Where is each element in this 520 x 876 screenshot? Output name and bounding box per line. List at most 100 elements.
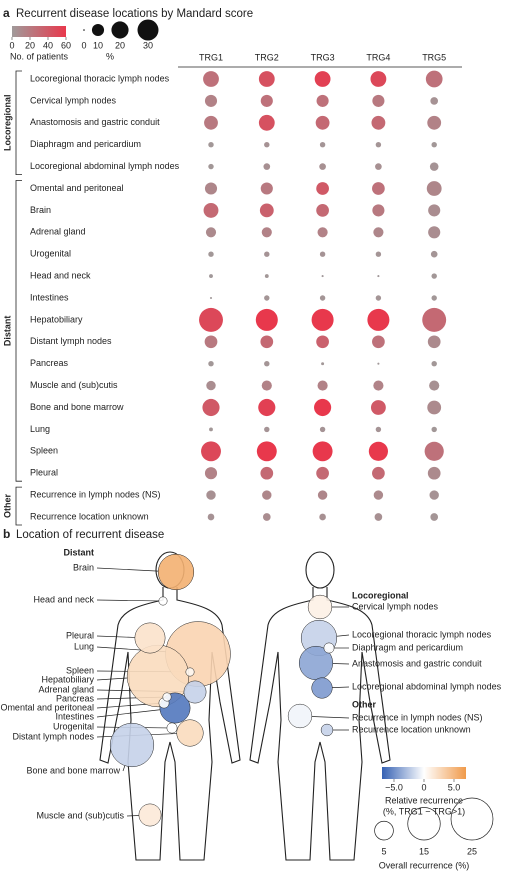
row-label: Locoregional abdominal lymph nodes xyxy=(30,161,180,171)
column-label: TRG5 xyxy=(422,52,446,62)
bubble xyxy=(422,307,447,332)
size-key xyxy=(83,29,85,31)
location-bubble xyxy=(138,803,162,827)
leader-line xyxy=(96,709,160,718)
bubble xyxy=(316,94,329,107)
bubble xyxy=(425,70,443,88)
leader-line xyxy=(96,567,159,572)
bubble xyxy=(316,182,329,195)
color-legend-title: (%, TRG1 − TRG>1) xyxy=(383,806,465,816)
row-label: Anastomosis and gastric conduit xyxy=(30,117,160,127)
size-key xyxy=(450,797,494,841)
group-bracket xyxy=(15,180,22,482)
bubble xyxy=(315,115,330,130)
bubble xyxy=(375,295,382,301)
bubble xyxy=(260,182,273,195)
group-label: Other xyxy=(2,494,12,519)
bubble xyxy=(372,204,385,217)
bubble xyxy=(311,308,334,331)
bubble xyxy=(431,426,437,433)
row-label: Diaphragm and pericardium xyxy=(30,139,141,149)
bubble xyxy=(375,251,382,257)
bubble xyxy=(205,227,217,238)
group-label: Locoregional xyxy=(2,95,12,152)
row-label: Hepatobiliary xyxy=(30,314,83,324)
leader-line xyxy=(96,677,128,681)
color-tick-label: 40 xyxy=(43,40,53,50)
location-bubble xyxy=(311,677,333,699)
bubble xyxy=(204,115,218,130)
group-heading: Distant xyxy=(63,547,94,557)
color-legend-title: Relative recurrence xyxy=(385,795,463,805)
location-label: Pancreas xyxy=(56,693,95,703)
body-outline-right xyxy=(249,551,391,861)
location-label: Anastomosis and gastric conduit xyxy=(352,658,482,668)
location-label: Intestines xyxy=(55,711,94,721)
bubble xyxy=(374,513,383,521)
bubble xyxy=(319,426,326,433)
bubble xyxy=(263,163,271,170)
group-heading: Locoregional xyxy=(352,590,409,600)
bubble xyxy=(319,295,326,301)
row-label: Bone and bone marrow xyxy=(30,402,124,412)
bubble xyxy=(316,335,329,349)
location-label: Recurrence location unknown xyxy=(352,724,471,734)
bubble xyxy=(208,163,214,170)
color-legend-title: No. of patients xyxy=(10,51,69,61)
size-tick-label: 25 xyxy=(467,846,477,856)
bubble xyxy=(209,427,213,432)
group-bracket xyxy=(15,486,22,526)
bubble xyxy=(264,426,270,433)
bubble xyxy=(431,295,437,301)
bubble xyxy=(377,362,380,365)
bubble xyxy=(372,466,385,480)
bubble xyxy=(321,362,325,366)
location-label: Recurrence in lymph nodes (NS) xyxy=(352,712,483,722)
color-tick-label: 5.0 xyxy=(448,782,461,792)
row-label: Brain xyxy=(30,205,51,215)
bubble xyxy=(367,308,390,331)
panel-label: a xyxy=(3,6,10,20)
bubble xyxy=(209,274,213,279)
row-label: Locoregional thoracic lymph nodes xyxy=(30,73,170,83)
bubble xyxy=(373,380,384,391)
row-label: Head and neck xyxy=(30,270,91,280)
bubble xyxy=(262,513,271,521)
bubble xyxy=(312,441,333,462)
bubble xyxy=(255,308,278,331)
color-tick-label: 20 xyxy=(25,40,35,50)
location-bubble xyxy=(176,719,204,747)
bubble xyxy=(372,94,385,107)
bubble xyxy=(206,490,216,500)
leader-line xyxy=(122,765,126,772)
bubble xyxy=(373,227,384,238)
chart-title: Recurrent disease locations by Mandard s… xyxy=(16,8,253,20)
location-label: Urogenital xyxy=(53,721,94,731)
color-tick-label: 0 xyxy=(421,782,426,792)
bubble xyxy=(207,513,215,521)
bubble xyxy=(370,71,387,87)
row-label: Pancreas xyxy=(30,358,69,368)
bubble xyxy=(316,466,329,480)
bubble xyxy=(319,513,326,521)
bubble xyxy=(206,380,216,391)
bubble xyxy=(427,400,442,415)
color-bar xyxy=(382,767,466,779)
size-legend-title: % xyxy=(106,51,114,61)
bubble xyxy=(258,71,275,87)
leader-line xyxy=(311,716,350,719)
column-label: TRG2 xyxy=(255,52,279,62)
panel-label: b xyxy=(3,527,10,541)
location-label: Omental and peritoneal xyxy=(0,702,94,712)
bubble xyxy=(431,141,437,148)
bubble xyxy=(428,226,441,239)
location-label: Lung xyxy=(74,641,94,651)
location-label: Distant lymph nodes xyxy=(12,731,94,741)
row-label: Recurrence in lymph nodes (NS) xyxy=(30,489,161,499)
row-label: Lung xyxy=(30,424,50,434)
location-bubble xyxy=(162,692,172,702)
location-label: Hepatobiliary xyxy=(41,674,94,684)
location-bubble xyxy=(323,642,335,654)
location-label: Brain xyxy=(73,562,94,572)
bubble xyxy=(208,360,214,367)
